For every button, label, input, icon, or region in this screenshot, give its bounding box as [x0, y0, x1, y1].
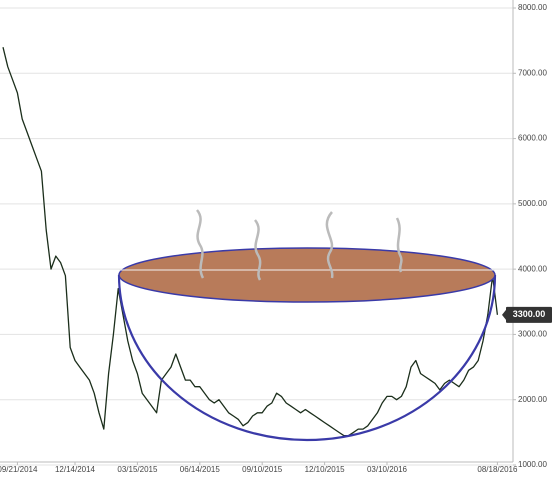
steam-wisp [395, 217, 403, 273]
axes [0, 0, 514, 463]
cup-annotation [117, 209, 497, 442]
y-tick-label: 7000.00 [518, 68, 547, 77]
steam-wisp [195, 209, 205, 279]
price-marker [506, 306, 552, 323]
x-tick-label: 12/10/2015 [305, 465, 346, 474]
steam-wisp [253, 219, 262, 281]
x-tick-label: 09/21/2014 [0, 465, 38, 474]
price-marker-arrow [502, 309, 506, 320]
steam [195, 209, 403, 281]
grid [0, 7, 513, 466]
x-tick-label: 03/15/2015 [117, 465, 158, 474]
price-line [2, 47, 499, 437]
x-tick-label: 09/10/2015 [242, 465, 283, 474]
x-tick-label: 12/14/2014 [55, 465, 96, 474]
y-tick-label: 4000.00 [518, 264, 547, 273]
x-tick-label: 03/10/2016 [367, 465, 408, 474]
y-tick-label: 1000.00 [518, 460, 547, 469]
x-tick-label: 08/18/2016 [477, 465, 518, 474]
plot [2, 47, 499, 437]
y-tick-label: 8000.00 [518, 3, 547, 12]
x-tick-label: 06/14/2015 [180, 465, 221, 474]
cup-top [118, 247, 496, 303]
cup-bowl [117, 274, 497, 442]
y-tick-label: 3000.00 [518, 330, 547, 339]
y-tick-label: 2000.00 [518, 395, 547, 404]
steam-wisp [325, 211, 334, 279]
labels: 1000.00 2000.00 3000.00 4000.00 5000.00 6000.… [0, 3, 552, 474]
y-tick-label: 5000.00 [518, 199, 547, 208]
price-marker-label: 3300.00 [513, 309, 546, 319]
y-tick-label: 6000.00 [518, 134, 547, 143]
